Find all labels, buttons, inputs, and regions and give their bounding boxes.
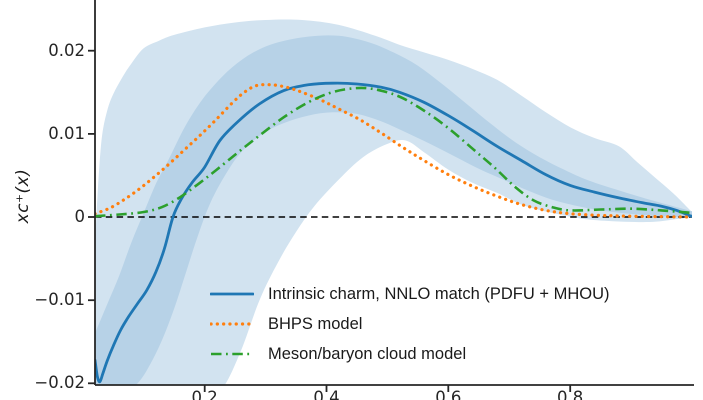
y-tick-label: −0.02 xyxy=(34,373,85,393)
x-tick-label: 0.2 xyxy=(191,388,218,400)
legend-line-sample-intrinsic-charm xyxy=(210,292,254,296)
x-tick-label: 0.8 xyxy=(557,388,584,400)
legend-label-meson-baryon-cloud: Meson/baryon cloud model xyxy=(268,344,467,363)
legend-item-intrinsic-charm: Intrinsic charm, NNLO match (PDFU + MHOU… xyxy=(210,279,610,309)
series-line-meson-baryon-cloud-model xyxy=(95,86,692,218)
legend-item-meson-baryon-cloud: Meson/baryon cloud model xyxy=(210,339,610,369)
legend-label-bhps-model: BHPS model xyxy=(268,314,363,333)
inner-uncertainty-band xyxy=(95,35,692,385)
legend-label-intrinsic-charm: Intrinsic charm, NNLO match (PDFU + MHOU… xyxy=(268,284,610,303)
y-tick-label: 0.02 xyxy=(48,40,85,60)
series-line-bhps-model xyxy=(95,83,692,219)
y-tick-label: 0 xyxy=(74,207,86,227)
series-line-intrinsic-charm xyxy=(95,81,692,384)
axes xyxy=(88,0,694,392)
x-tick-label: 0.6 xyxy=(435,388,462,400)
legend: Intrinsic charm, NNLO match (PDFU + MHOU… xyxy=(210,279,610,369)
y-tick-label: 0.01 xyxy=(48,123,85,143)
legend-line-sample-bhps-model xyxy=(210,322,254,326)
legend-item-bhps-model: BHPS model xyxy=(210,309,610,339)
y-tick-label: −0.01 xyxy=(34,290,85,310)
x-tick-label: 0.4 xyxy=(313,388,340,400)
legend-line-sample-meson-baryon-cloud xyxy=(211,352,253,356)
